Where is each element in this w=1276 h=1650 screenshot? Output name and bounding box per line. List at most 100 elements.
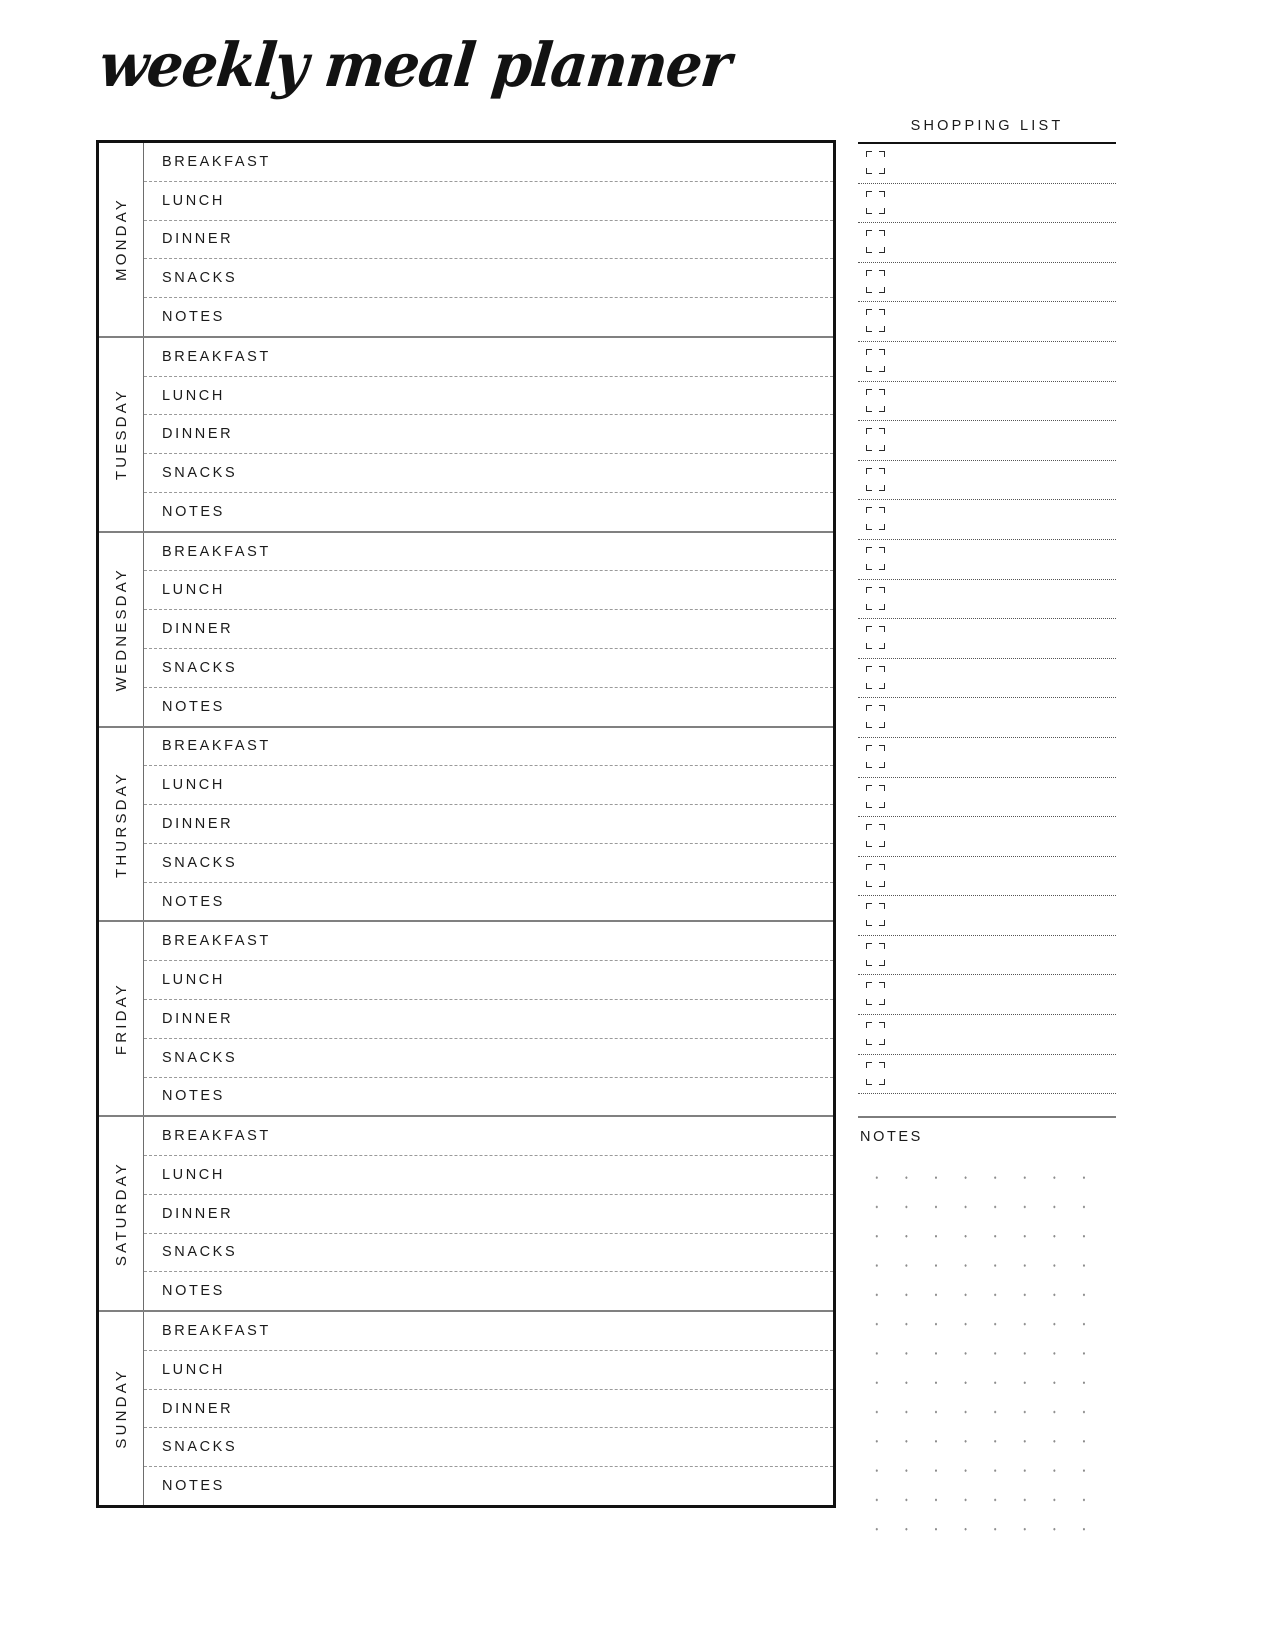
shopping-list-item[interactable] <box>858 144 1116 184</box>
checkbox-icon[interactable] <box>866 665 885 689</box>
checkbox-corner-tl <box>866 586 872 593</box>
checkbox-icon[interactable] <box>866 784 885 808</box>
shopping-list-item[interactable] <box>858 896 1116 936</box>
meal-row-notes[interactable]: NOTES <box>144 1272 833 1310</box>
checkbox-icon[interactable] <box>866 309 885 333</box>
checkbox-corner-br <box>879 603 885 610</box>
checkbox-corner-tr <box>879 626 885 633</box>
checkbox-corner-tl <box>866 824 872 831</box>
meal-row-lunch[interactable]: LUNCH <box>144 377 833 416</box>
meal-row-lunch[interactable]: LUNCH <box>144 766 833 806</box>
shopping-list-item[interactable] <box>858 1015 1116 1055</box>
meal-row-snacks[interactable]: SNACKS <box>144 1234 833 1273</box>
shopping-list-item[interactable] <box>858 421 1116 461</box>
checkbox-icon[interactable] <box>866 428 885 452</box>
meal-row-notes[interactable]: NOTES <box>144 883 833 921</box>
checkbox-corner-tl <box>866 665 872 672</box>
meal-row-dinner[interactable]: DINNER <box>144 1390 833 1429</box>
shopping-list-item[interactable] <box>858 936 1116 976</box>
checkbox-icon[interactable] <box>866 1061 885 1085</box>
checkbox-icon[interactable] <box>866 348 885 372</box>
checkbox-icon[interactable] <box>866 230 885 254</box>
checkbox-icon[interactable] <box>866 942 885 966</box>
meal-row-notes[interactable]: NOTES <box>144 1078 833 1116</box>
checkbox-corner-br <box>879 682 885 689</box>
meal-row-breakfast[interactable]: BREAKFAST <box>144 728 833 767</box>
meal-row-snacks[interactable]: SNACKS <box>144 1039 833 1078</box>
meal-row-dinner[interactable]: DINNER <box>144 1195 833 1234</box>
meal-row-breakfast[interactable]: BREAKFAST <box>144 922 833 962</box>
shopping-list-item[interactable] <box>858 857 1116 897</box>
checkbox-icon[interactable] <box>866 507 885 531</box>
meal-row-snacks[interactable]: SNACKS <box>144 454 833 493</box>
checkbox-icon[interactable] <box>866 388 885 412</box>
shopping-list-item[interactable] <box>858 698 1116 738</box>
shopping-list-item[interactable] <box>858 500 1116 540</box>
shopping-list-item[interactable] <box>858 817 1116 857</box>
meal-row-dinner[interactable]: DINNER <box>144 415 833 455</box>
meal-row-lunch[interactable]: LUNCH <box>144 1351 833 1390</box>
checkbox-icon[interactable] <box>866 546 885 570</box>
checkbox-icon[interactable] <box>866 1022 885 1046</box>
meal-label: BREAKFAST <box>162 153 271 170</box>
meal-row-breakfast[interactable]: BREAKFAST <box>144 1312 833 1351</box>
meal-row-snacks[interactable]: SNACKS <box>144 259 833 299</box>
shopping-list-item[interactable] <box>858 263 1116 303</box>
checkbox-corner-br <box>879 524 885 531</box>
meal-row-lunch[interactable]: LUNCH <box>144 1156 833 1195</box>
checkbox-icon[interactable] <box>866 863 885 887</box>
checkbox-icon[interactable] <box>866 705 885 729</box>
shopping-list-item[interactable] <box>858 659 1116 699</box>
shopping-list-item[interactable] <box>858 975 1116 1016</box>
meal-row-lunch[interactable]: LUNCH <box>144 571 833 611</box>
meal-label: BREAKFAST <box>162 543 271 560</box>
meal-row-notes[interactable]: NOTES <box>144 688 833 726</box>
meal-row-snacks[interactable]: SNACKS <box>144 649 833 688</box>
meal-row-dinner[interactable]: DINNER <box>144 1000 833 1039</box>
checkbox-corner-tr <box>879 942 885 949</box>
checkbox-icon[interactable] <box>866 982 885 1006</box>
shopping-list-item[interactable] <box>858 184 1116 224</box>
meal-row-dinner[interactable]: DINNER <box>144 610 833 650</box>
shopping-list-item[interactable] <box>858 619 1116 659</box>
shopping-list-item[interactable] <box>858 382 1116 422</box>
shopping-list-item[interactable] <box>858 1055 1116 1095</box>
checkbox-icon[interactable] <box>866 151 885 174</box>
checkbox-icon[interactable] <box>866 190 885 214</box>
meal-row-breakfast[interactable]: BREAKFAST <box>144 143 833 182</box>
meal-label: SNACKS <box>162 1439 238 1456</box>
checkbox-icon[interactable] <box>866 269 885 293</box>
day-label: THURSDAY <box>112 770 130 878</box>
shopping-list-item[interactable] <box>858 342 1116 382</box>
meal-row-dinner[interactable]: DINNER <box>144 805 833 844</box>
shopping-list-item[interactable] <box>858 302 1116 342</box>
shopping-list-item[interactable] <box>858 461 1116 501</box>
meal-row-breakfast[interactable]: BREAKFAST <box>144 338 833 377</box>
checkbox-icon[interactable] <box>866 626 885 650</box>
shopping-list-divider <box>858 142 1116 144</box>
meal-row-dinner[interactable]: DINNER <box>144 221 833 260</box>
checkbox-icon[interactable] <box>866 824 885 848</box>
shopping-list-item[interactable] <box>858 540 1116 580</box>
meal-row-snacks[interactable]: SNACKS <box>144 1428 833 1468</box>
day-label-cell: SATURDAY <box>99 1117 144 1311</box>
shopping-list-item[interactable] <box>858 223 1116 263</box>
meal-row-lunch[interactable]: LUNCH <box>144 961 833 1000</box>
checkbox-corner-tl <box>866 428 872 435</box>
meal-row-breakfast[interactable]: BREAKFAST <box>144 533 833 572</box>
meal-row-breakfast[interactable]: BREAKFAST <box>144 1117 833 1157</box>
meal-row-notes[interactable]: NOTES <box>144 1467 833 1505</box>
meal-row-lunch[interactable]: LUNCH <box>144 182 833 221</box>
notes-dot-grid-area[interactable] <box>858 1159 1110 1549</box>
checkbox-icon[interactable] <box>866 467 885 491</box>
checkbox-corner-bl <box>866 1078 872 1085</box>
meal-row-snacks[interactable]: SNACKS <box>144 844 833 883</box>
meal-row-notes[interactable]: NOTES <box>144 493 833 531</box>
shopping-list-item[interactable] <box>858 738 1116 778</box>
checkbox-icon[interactable] <box>866 586 885 610</box>
shopping-list-item[interactable] <box>858 580 1116 620</box>
checkbox-icon[interactable] <box>866 744 885 768</box>
checkbox-icon[interactable] <box>866 903 885 927</box>
shopping-list-item[interactable] <box>858 778 1116 818</box>
meal-row-notes[interactable]: NOTES <box>144 298 833 336</box>
